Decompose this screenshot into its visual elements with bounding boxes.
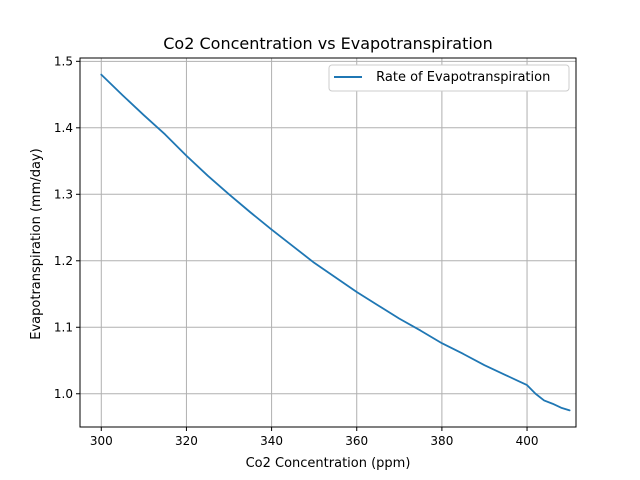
legend: Rate of Evapotranspiration [328, 64, 570, 92]
plot-area-frame [79, 57, 577, 428]
y-tick-label: 1.1 [54, 320, 73, 334]
x-tick-label: 300 [90, 434, 113, 448]
series-line-evapotranspiration [100, 73, 571, 412]
grid [80, 58, 576, 427]
y-tick-label: 1.4 [54, 121, 73, 135]
x-axis: 300 320 340 360 380 400 [90, 427, 539, 448]
x-axis-label: Co2 Concentration (ppm) [246, 456, 411, 471]
y-tick-label: 1.5 [54, 54, 73, 68]
x-tick-label: 380 [430, 434, 453, 448]
series-layer [100, 73, 571, 412]
legend-box [328, 64, 570, 92]
x-tick-label: 360 [345, 434, 368, 448]
chart-title: Co2 Concentration vs Evapotranspiration [163, 34, 492, 53]
legend-entry: Rate of Evapotranspiration [372, 70, 550, 85]
x-tick-label: 340 [260, 434, 283, 448]
x-tick-label: 400 [516, 434, 539, 448]
x-tick-label: 320 [175, 434, 198, 448]
y-tick-label: 1.0 [54, 387, 73, 401]
y-tick-label: 1.2 [54, 254, 73, 268]
y-axis: 1.0 1.1 1.2 1.3 1.4 1.5 [54, 54, 80, 401]
y-tick-label: 1.3 [54, 187, 73, 201]
y-axis-label: Evapotranspiration (mm/day) [29, 148, 44, 339]
